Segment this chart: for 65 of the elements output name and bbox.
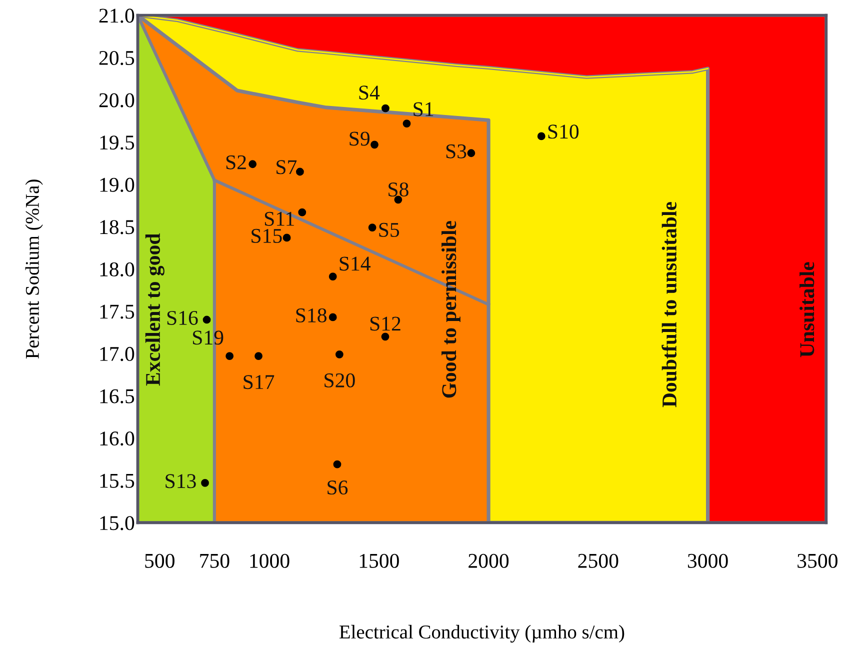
x-tick-label: 1000 — [250, 554, 290, 568]
x-axis-title: Electrical Conductivity (µmho s/cm) — [339, 624, 624, 643]
y-tick-label: 19.5 — [100, 136, 134, 150]
x-tick-label: 1500 — [360, 554, 399, 568]
annotation: S15 — [252, 228, 282, 243]
x-tick-label: 500 — [145, 554, 174, 568]
y-tick-label: 19.0 — [100, 178, 134, 192]
y-tick-label: 20.0 — [99, 93, 134, 108]
annotation: S20 — [324, 373, 355, 388]
point — [226, 352, 234, 360]
point — [335, 350, 344, 358]
y-tick-label: 16.0 — [100, 432, 134, 446]
annotation: Excellent to good — [145, 233, 164, 386]
annotation: Doubtfull to unsuitable — [662, 202, 677, 408]
point — [201, 478, 209, 487]
annotation: S12 — [370, 316, 400, 331]
x-tick-label: 3000 — [688, 554, 728, 568]
annotation: S18 — [296, 308, 326, 322]
y-axis-title: Percent Sodium (%Na) — [25, 180, 43, 359]
y-tick-label: 20.5 — [99, 50, 134, 66]
annotation: S14 — [340, 256, 370, 271]
annotation: S5 — [379, 222, 400, 237]
point — [202, 316, 211, 324]
y-tick-label: 18.5 — [100, 220, 134, 234]
annotation: S4 — [359, 86, 380, 100]
y-tick-label: 17.0 — [100, 346, 134, 362]
annotation: S19 — [192, 330, 224, 345]
point — [333, 460, 342, 468]
x-tick-label: 3500 — [798, 554, 838, 568]
y-tick-label: 18.0 — [100, 262, 134, 277]
point — [248, 160, 257, 168]
x-tick-label: 750 — [200, 554, 230, 568]
annotation: S17 — [244, 375, 274, 390]
point — [370, 140, 378, 149]
x-tick-label: 2500 — [578, 554, 618, 568]
annotation: S10 — [548, 124, 579, 139]
annotation: S8 — [388, 182, 408, 197]
annotation: S13 — [166, 474, 196, 488]
y-tick-label: 16.5 — [100, 389, 134, 404]
annotation: S1 — [414, 102, 434, 116]
annotation: S7 — [276, 160, 297, 174]
point — [254, 352, 262, 360]
annotation: S9 — [350, 132, 370, 146]
annotation: S2 — [226, 155, 246, 170]
y-tick-label: 15.0 — [100, 516, 134, 530]
point — [402, 120, 411, 128]
x-tick-label: 2000 — [468, 554, 509, 568]
point — [381, 332, 390, 341]
point — [298, 208, 306, 216]
annotation: Good to permissible — [442, 221, 460, 398]
point — [328, 313, 337, 322]
point — [328, 272, 337, 281]
y-tick-label: 21.0 — [99, 8, 134, 23]
annotation: S11 — [264, 212, 294, 226]
annotation: S16 — [167, 310, 198, 325]
point — [368, 224, 376, 232]
point — [282, 234, 291, 242]
annotation: S3 — [446, 144, 466, 158]
y-tick-label: 15.5 — [100, 474, 134, 488]
annotation: Unsuitable — [800, 262, 814, 358]
point — [467, 149, 476, 158]
point — [382, 104, 390, 112]
annotation: S6 — [328, 480, 348, 495]
point — [537, 132, 546, 140]
y-tick-label: 17.5 — [100, 304, 134, 319]
